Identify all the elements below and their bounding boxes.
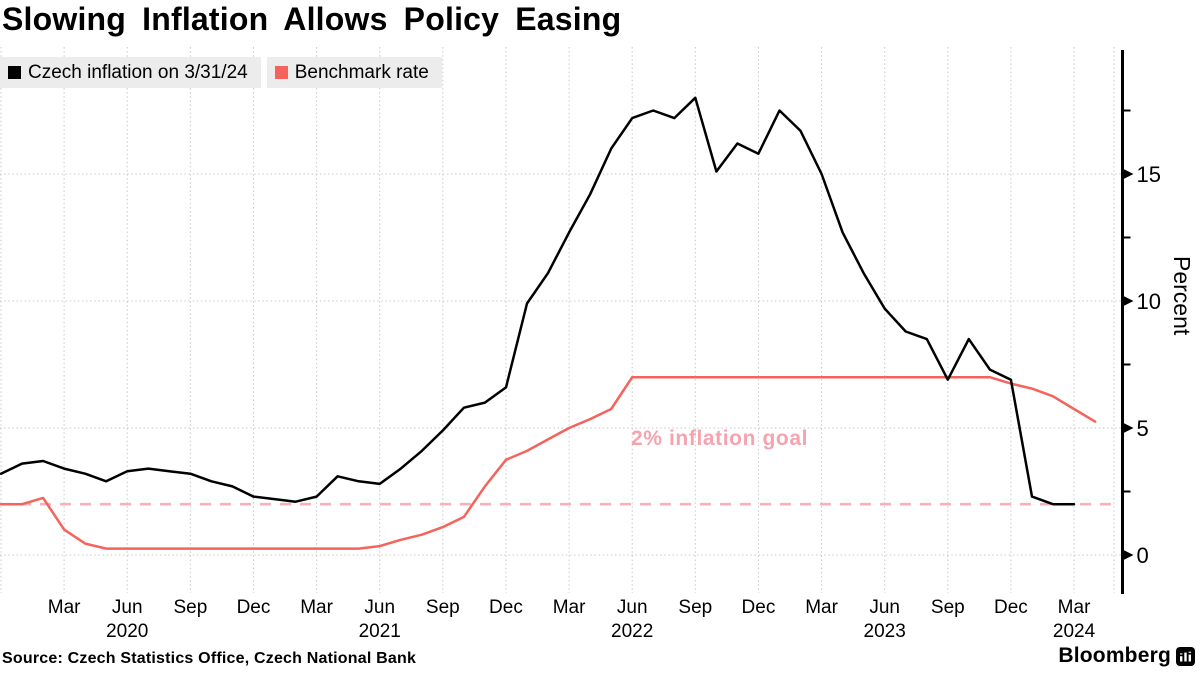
svg-text:Dec: Dec (742, 597, 776, 618)
bloomberg-wordmark: Bloomberg (1058, 644, 1171, 667)
y-axis: 0 5 10 15 (1121, 50, 1161, 594)
svg-text:Dec: Dec (994, 597, 1028, 618)
svg-text:2022: 2022 (611, 621, 653, 642)
svg-text:Sep: Sep (678, 597, 712, 618)
svg-text:Jun: Jun (364, 597, 395, 618)
source-note: Source: Czech Statistics Office, Czech N… (2, 650, 417, 667)
svg-text:Dec: Dec (489, 597, 523, 618)
svg-text:Mar: Mar (805, 597, 838, 618)
svg-text:15: 15 (1137, 162, 1161, 187)
svg-text:0: 0 (1137, 543, 1149, 568)
svg-text:2023: 2023 (864, 621, 906, 642)
legend-item-inflation: Czech inflation on 3/31/24 (0, 57, 261, 88)
svg-text:5: 5 (1137, 416, 1149, 441)
x-axis-labels: Mar Jun Sep Dec Mar Jun Sep Dec Mar Jun Sep Dec Mar J… (48, 597, 1096, 642)
svg-text:Mar: Mar (1058, 597, 1091, 618)
svg-text:Dec: Dec (237, 597, 271, 618)
bar-chart-icon (1176, 646, 1195, 666)
svg-text:Sep: Sep (173, 597, 207, 618)
legend-label-inflation: Czech inflation on 3/31/24 (28, 61, 248, 83)
benchmark-rate-line (0, 375, 1097, 550)
svg-text:10: 10 (1137, 289, 1161, 314)
inflation-line (0, 96, 1076, 506)
legend: Czech inflation on 3/31/24 Benchmark rat… (0, 57, 442, 88)
svg-text:Jun: Jun (112, 597, 143, 618)
svg-text:Mar: Mar (553, 597, 586, 618)
svg-text:Sep: Sep (426, 597, 460, 618)
svg-text:Mar: Mar (300, 597, 333, 618)
svg-text:Mar: Mar (48, 597, 81, 618)
legend-item-benchmark: Benchmark rate (266, 57, 442, 88)
chart-title: Slowing Inflation Allows Policy Easing (2, 1, 622, 37)
benchmark-swatch-icon (274, 66, 288, 79)
inflation-swatch-icon (8, 66, 21, 79)
legend-label-benchmark: Benchmark rate (294, 61, 429, 83)
inflation-goal-annotation: 2% inflation goal (631, 427, 809, 450)
svg-text:Jun: Jun (869, 597, 900, 618)
svg-text:Sep: Sep (931, 597, 965, 618)
svg-text:Jun: Jun (617, 597, 648, 618)
svg-text:2024: 2024 (1053, 621, 1096, 642)
svg-text:2021: 2021 (359, 621, 401, 642)
gridlines (0, 47, 1123, 593)
y-axis-title: Percent (1169, 256, 1195, 336)
bloomberg-logo: Bloomberg (1058, 644, 1195, 668)
svg-text:2020: 2020 (106, 621, 148, 642)
